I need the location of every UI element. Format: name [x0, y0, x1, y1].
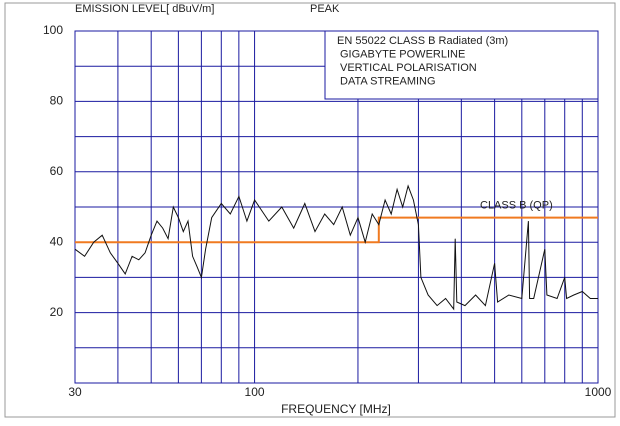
info-line: EN 55022 CLASS B Radiated (3m) — [337, 35, 508, 47]
info-line: DATA STREAMING — [340, 75, 436, 87]
x-tick-label: 100 — [245, 385, 265, 399]
y-tick-label: 40 — [50, 234, 64, 248]
y-tick-label: 80 — [50, 94, 64, 108]
info-line: GIGABYTE POWERLINE — [340, 48, 465, 60]
x-tick-label: 1000 — [585, 385, 612, 399]
info-box — [324, 30, 599, 100]
x-axis-label: FREQUENCY [MHz] — [281, 402, 391, 416]
y-tick-label: 60 — [50, 164, 64, 178]
info-line: VERTICAL POLARISATION — [340, 62, 477, 74]
y-tick-label: 100 — [43, 23, 63, 37]
frame — [4, 2, 616, 418]
y-tick-label: 20 — [50, 305, 64, 319]
x-tick-label: 30 — [68, 385, 82, 399]
header-left: EMISSION LEVEL[ dBuV/m] — [75, 3, 214, 15]
limit-label: CLASS B (QP) — [480, 199, 553, 211]
limit-line — [75, 216, 598, 244]
header-mode: PEAK — [310, 3, 340, 15]
trace — [74, 184, 598, 311]
